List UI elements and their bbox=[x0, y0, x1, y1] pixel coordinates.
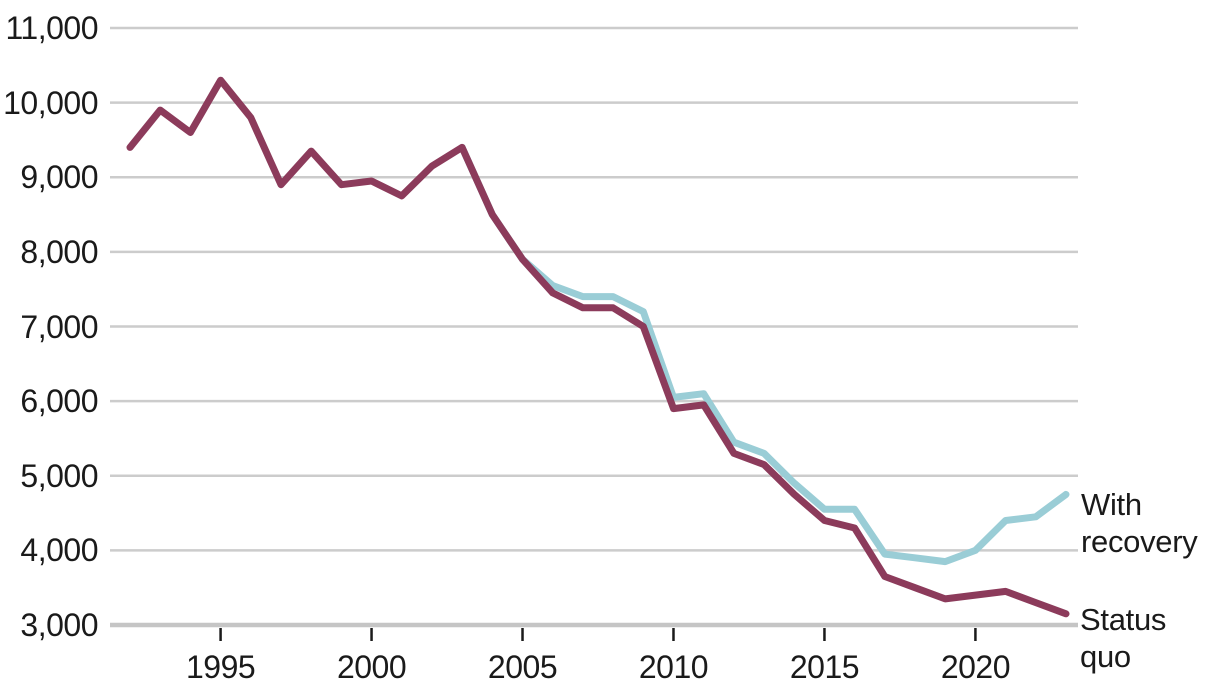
x-tick-label: 1995 bbox=[185, 649, 256, 685]
y-tick-label: 6,000 bbox=[20, 383, 98, 420]
y-tick-label: 10,000 bbox=[3, 84, 98, 121]
x-tick-label: 2020 bbox=[940, 649, 1011, 685]
x-tick-label: 2000 bbox=[336, 649, 407, 685]
y-tick-label: 5,000 bbox=[20, 457, 98, 494]
x-tick-label: 2005 bbox=[487, 649, 558, 685]
y-tick-label: 4,000 bbox=[20, 532, 98, 569]
y-tick-label: 11,000 bbox=[5, 10, 99, 46]
series-label-status-quo: Status quo bbox=[1080, 602, 1167, 674]
x-tick-label: 2015 bbox=[789, 649, 860, 685]
y-tick-label: 3,000 bbox=[20, 607, 98, 643]
y-tick-label: 9,000 bbox=[20, 159, 98, 196]
series-line-status-quo bbox=[126, 76, 1070, 618]
series-label-with-recovery: With recovery bbox=[1081, 487, 1198, 559]
x-tick-label: 2010 bbox=[638, 649, 709, 685]
y-tick-label: 8,000 bbox=[20, 233, 98, 270]
y-tick-label: 7,000 bbox=[20, 308, 98, 345]
series-line-with-recovery bbox=[458, 143, 1070, 566]
